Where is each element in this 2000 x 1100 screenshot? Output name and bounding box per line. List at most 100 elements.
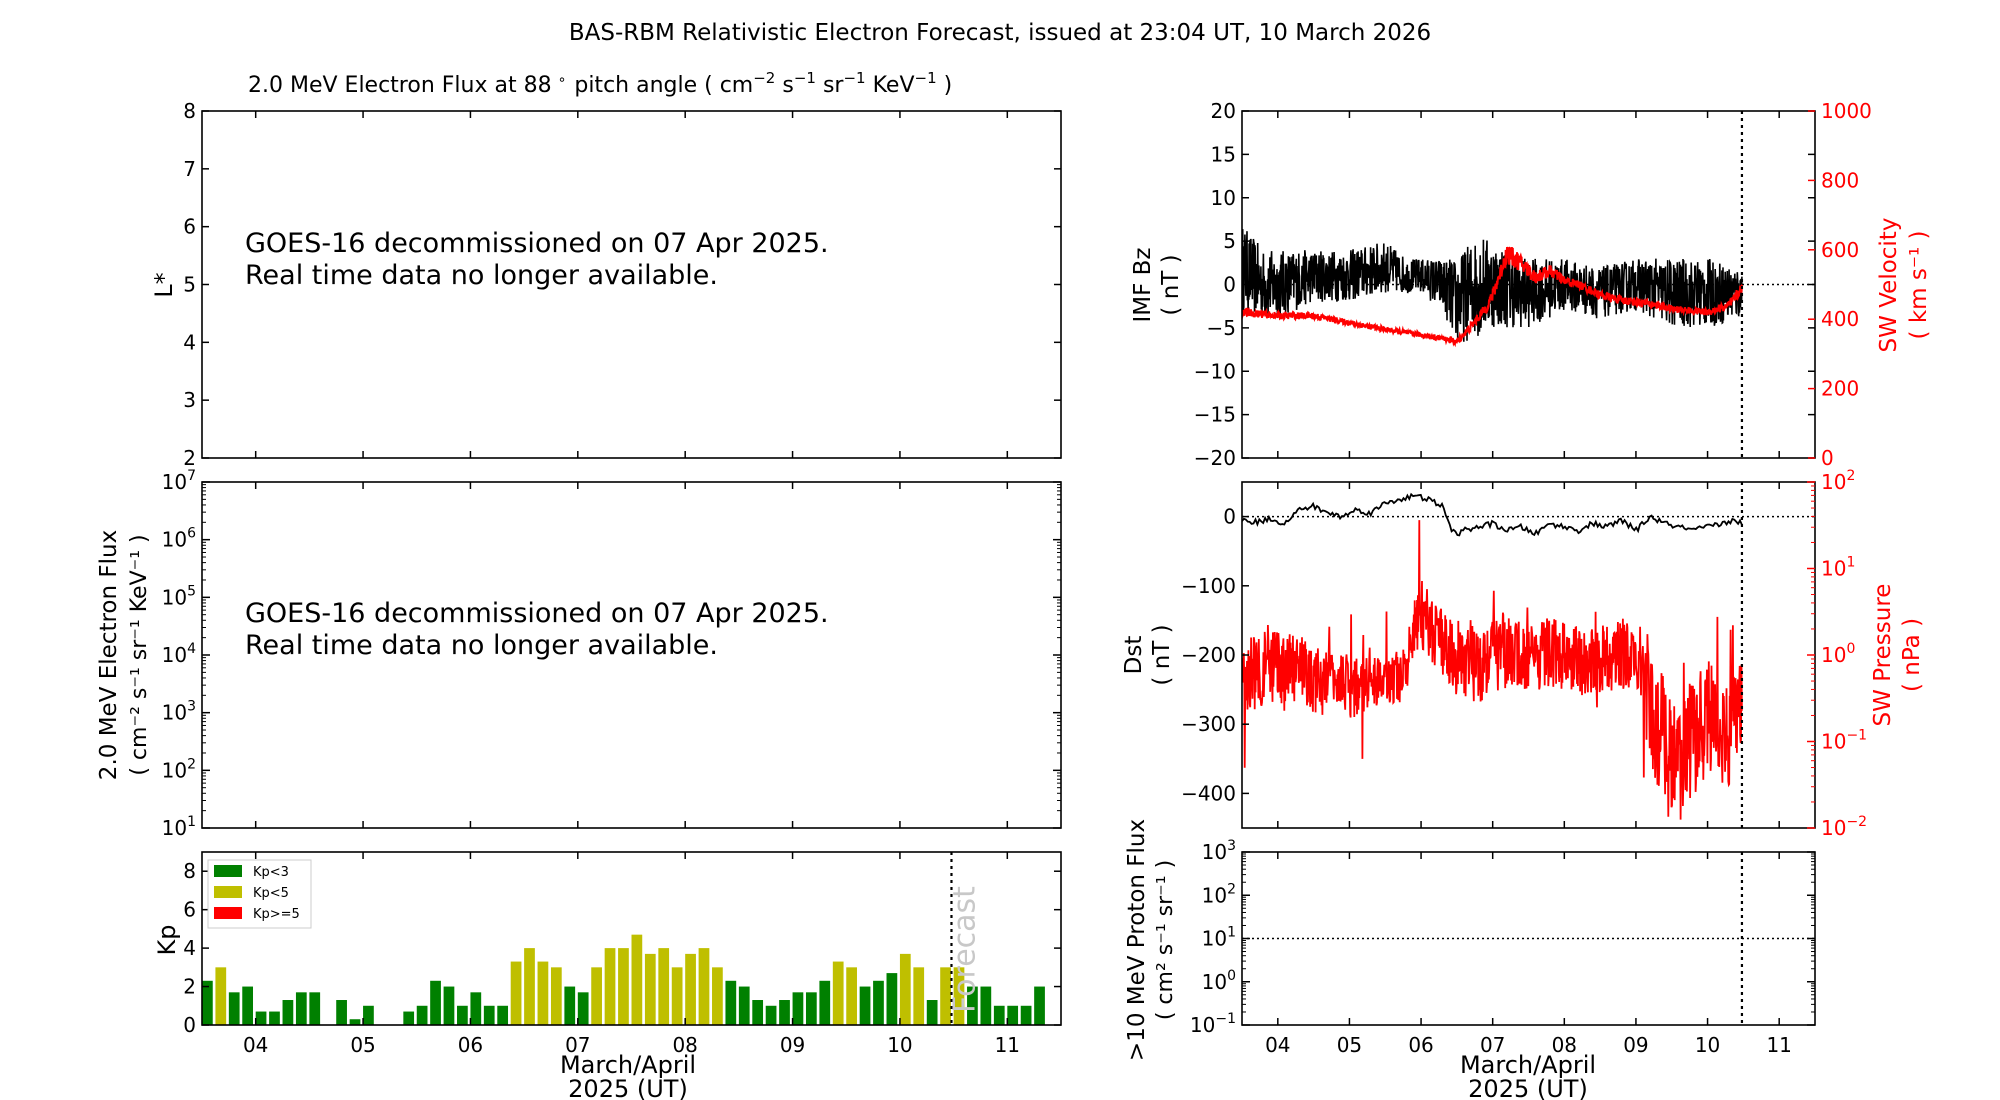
kp-bar [698, 948, 710, 1025]
kp-bar [779, 1000, 790, 1025]
proton-x-label-line2: 2025 (UT) [1468, 1075, 1588, 1100]
imf-y-tick-label-2: −10 [1194, 359, 1236, 383]
dst-y-tick-label-0: −400 [1181, 781, 1236, 805]
kp-bar [725, 980, 737, 1025]
kp-bar [1007, 1005, 1019, 1025]
kp-bar [577, 992, 589, 1025]
kp-bar [510, 961, 522, 1025]
imf-y-tick-label-4: 0 [1223, 273, 1236, 297]
lstar-y-tick-label-3: 5 [183, 273, 196, 297]
sw-velocity-y-tick-label-1: 200 [1821, 377, 1859, 401]
kp-bar [738, 986, 750, 1025]
kp-bar [1034, 986, 1045, 1025]
kp-bar [564, 986, 576, 1025]
kp-bar [832, 961, 844, 1025]
lstar-y-tick-label-4: 6 [183, 215, 196, 239]
sw-velocity-y-tick-label-0: 0 [1821, 446, 1834, 470]
sw-pressure-y-tick-label-1: 10−1 [1821, 728, 1867, 754]
geo-y-tick-label-1: 102 [162, 756, 196, 782]
kp-y-tick-label-2: 4 [183, 936, 196, 960]
kp-legend-mid: Kp<5 [253, 886, 289, 901]
kp-bar [967, 986, 978, 1025]
panel-kp-frame [201, 851, 1062, 1026]
imf-y-tick-label-1: −15 [1194, 403, 1236, 427]
imf-bz-series [1242, 229, 1743, 342]
figure-title: BAS-RBM Relativistic Electron Forecast, … [569, 20, 1431, 46]
lstar-y-tick-label-0: 2 [183, 446, 196, 470]
kp-bar [805, 992, 817, 1025]
proton-x-tick-label-2: 06 [1408, 1033, 1433, 1057]
kp-bar [537, 961, 549, 1025]
proton-y-tick-label-3: 102 [1202, 881, 1236, 907]
proton-x-tick-label-4: 08 [1552, 1033, 1577, 1057]
kp-bar [671, 967, 683, 1025]
kp-bar [658, 948, 670, 1025]
kp-bar [282, 1000, 294, 1025]
imf-y-label-line1: IMF Bz [1130, 247, 1156, 322]
kp-legend-low: Kp<3 [253, 865, 289, 880]
kp-bar [926, 1000, 938, 1025]
imf-y-tick-label-6: 10 [1211, 186, 1236, 210]
kp-bar [765, 1005, 777, 1025]
kp-x-tick-label-0: 04 [243, 1033, 268, 1057]
kp-bar [295, 992, 307, 1025]
proton-y-label-line2: ( cm² s⁻¹ sr⁻¹ ) [1153, 860, 1178, 1020]
panel-lstar-flux: 2.0 MeV Electron Flux at 88 ∘ pitch angle … [150, 69, 1062, 470]
geo-y-tick-label-2: 103 [162, 699, 196, 725]
sw-velocity-label-line1: SW Velocity [1876, 218, 1902, 353]
proton-x-tick-label-6: 10 [1695, 1033, 1720, 1057]
geo-y-tick-label-4: 105 [162, 583, 196, 609]
imf-y-tick-label-7: 15 [1211, 142, 1236, 166]
kp-bar [604, 948, 616, 1025]
kp-y-label: Kp [153, 925, 181, 956]
kp-x-tick-label-5: 09 [780, 1033, 805, 1057]
kp-bar [644, 953, 656, 1025]
kp-y-ticks: 0 2 4 6 8 [183, 859, 1061, 1037]
panel-proton: 10−1 100 101 102 103 04 05 06 07 08 09 10 11 >10 Me… [1124, 819, 1816, 1100]
sw-velocity-y-tick-label-2: 400 [1821, 307, 1859, 331]
lstar-y-tick-label-2: 4 [183, 330, 196, 354]
kp-bar [497, 1005, 509, 1025]
kp-bar [631, 934, 643, 1025]
lstar-message-line1: GOES-16 decommissioned on 07 Apr 2025. [245, 228, 829, 259]
kp-legend-high: Kp>=5 [253, 907, 300, 922]
kp-bar [685, 953, 696, 1025]
sw-velocity-y-tick-label-3: 600 [1821, 238, 1859, 262]
geo-y-label-line2: ( cm⁻² s⁻¹ sr⁻¹ KeV⁻¹ ) [127, 534, 152, 775]
kp-bar [550, 967, 562, 1025]
kp-x-tick-label-4: 08 [672, 1033, 697, 1057]
kp-bar [309, 992, 321, 1025]
dst-y-label-line1: Dst [1121, 636, 1147, 675]
dst-series [1242, 492, 1743, 537]
dst-y-tick-label-1: −300 [1181, 712, 1236, 736]
imf-y-ticks: −20 −15 −10 −5 0 5 10 15 20 [1194, 99, 1815, 470]
kp-bar [228, 992, 240, 1025]
sw-velocity-label-line2: ( km s⁻¹ ) [1906, 231, 1932, 340]
sw-pressure-y-tick-label-2: 100 [1821, 641, 1855, 667]
kp-bar [819, 980, 831, 1025]
kp-bar [443, 986, 455, 1025]
proton-x-label-line1: March/April [1460, 1051, 1596, 1079]
proton-x-tick-label-1: 05 [1337, 1033, 1362, 1057]
kp-legend-swatch-high [214, 907, 242, 919]
kp-y-tick-label-3: 6 [183, 898, 196, 922]
kp-bar [255, 1011, 267, 1025]
lstar-y-label: L* [150, 272, 178, 297]
kp-bar [363, 1005, 374, 1025]
geo-y-tick-label-0: 101 [162, 814, 196, 840]
imf-y-tick-label-3: −5 [1207, 316, 1236, 340]
panel-kp: 0 2 4 6 8 04 05 06 07 08 09 10 11 Forecast Kp March… [153, 851, 1062, 1100]
dst-x-ticks [1277, 482, 1780, 828]
kp-x-tick-label-3: 07 [565, 1033, 590, 1057]
kp-bar [618, 948, 629, 1025]
kp-bar [792, 992, 804, 1025]
dst-y-label-line2: ( nT ) [1149, 624, 1175, 685]
imf-y-tick-label-8: 20 [1211, 99, 1236, 123]
kp-x-tick-label-1: 05 [350, 1033, 375, 1057]
geo-y-tick-label-5: 106 [162, 526, 196, 552]
imf-y-label-line2: ( nT ) [1158, 254, 1184, 315]
sw-velocity-series [1242, 246, 1743, 348]
geo-y-tick-label-6: 107 [162, 468, 196, 494]
